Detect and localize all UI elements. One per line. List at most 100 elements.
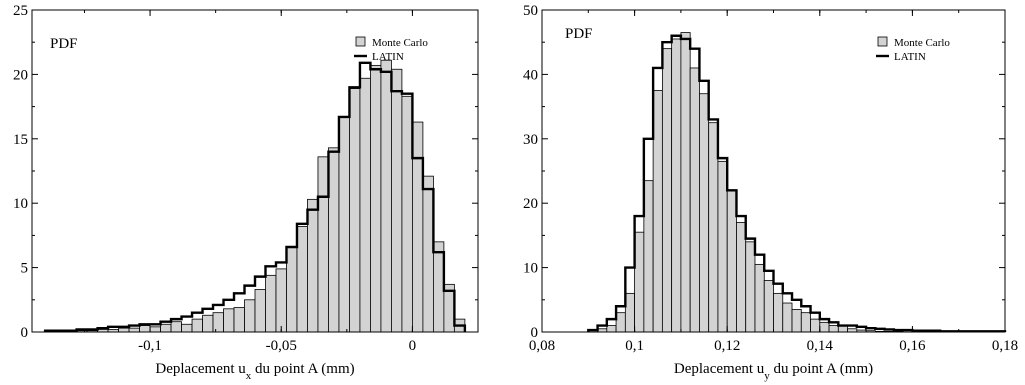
histogram-bar xyxy=(810,318,821,333)
histogram-bar xyxy=(643,180,654,333)
y-tick-label: 0 xyxy=(21,325,29,341)
x-tick-label: 0,12 xyxy=(714,338,740,354)
histogram-bar xyxy=(422,175,434,333)
x-tick-label: 0 xyxy=(409,338,417,354)
histogram-bar xyxy=(828,325,839,333)
histogram-bar xyxy=(624,292,636,333)
histogram-bar xyxy=(328,147,340,333)
histogram-bar xyxy=(307,198,319,333)
latin-step-line xyxy=(587,34,1007,333)
y-tick-label: 15 xyxy=(13,132,28,148)
histogram-bar xyxy=(391,68,403,333)
x-tick-label: -0,1 xyxy=(138,338,162,354)
legend-label-latin: LATIN xyxy=(894,51,926,63)
histogram-bar xyxy=(754,263,765,333)
histogram-bar xyxy=(736,222,747,333)
y-tick-label: 0 xyxy=(531,325,539,341)
legend-swatch-monte-carlo xyxy=(355,36,366,47)
pdf-annotation: PDF xyxy=(50,36,78,52)
histogram-bar xyxy=(233,307,245,333)
histogram-bar xyxy=(265,274,277,333)
x-axis-label-rest: du point A (mm) xyxy=(251,361,354,377)
y-tick-label: 25 xyxy=(13,3,28,19)
histogram-bar xyxy=(286,246,298,333)
histogram-bar xyxy=(349,88,361,333)
legend: Monte Carlo LATIN xyxy=(354,36,428,63)
histogram-bar xyxy=(139,325,151,333)
monte-carlo-bars xyxy=(587,32,904,333)
latin-step-line xyxy=(43,61,467,332)
histogram-bar xyxy=(745,241,756,333)
legend-label-monte-carlo: Monte Carlo xyxy=(372,37,428,49)
histogram-bar xyxy=(634,231,645,333)
histogram-bar xyxy=(202,314,214,333)
legend-label-monte-carlo: Monte Carlo xyxy=(894,37,950,49)
x-axis-label: Deplacement uy du point A (mm) xyxy=(674,361,873,382)
y-tick-label: 20 xyxy=(13,67,28,83)
panel-displacement-x: 0 5 10 15 20 25 -0,1 -0,05 0 Deplacement ux du po… xyxy=(13,3,479,382)
histogram-bar xyxy=(689,67,700,333)
histogram-bar xyxy=(317,156,329,333)
histogram-bar xyxy=(671,38,682,333)
histogram-bar xyxy=(401,95,413,333)
histogram-bar xyxy=(763,280,774,333)
y-tick-label: 20 xyxy=(523,196,538,212)
histogram-bar xyxy=(819,321,830,333)
x-axis-label-main: Deplacement u xyxy=(155,361,246,377)
histogram-bar xyxy=(615,312,626,333)
x-axis-label-subscript: x xyxy=(246,370,252,382)
histogram-bar xyxy=(717,160,728,333)
y-tick-label: 10 xyxy=(13,196,28,212)
histogram-bar xyxy=(773,292,784,333)
histogram-bar xyxy=(661,48,673,333)
y-tick-label: 10 xyxy=(523,261,538,277)
monte-carlo-bars xyxy=(44,59,466,333)
legend-label-latin: LATIN xyxy=(372,51,404,63)
histogram-bar xyxy=(726,189,737,333)
x-axis-label-main: Deplacement u xyxy=(674,361,765,377)
histogram-bar xyxy=(800,312,811,333)
histogram-bar xyxy=(380,59,392,333)
histogram-bar xyxy=(338,116,350,333)
x-tick-label: 0,08 xyxy=(529,338,555,354)
x-axis-label-subscript: y xyxy=(764,370,770,382)
histogram-bar xyxy=(652,90,663,333)
histogram-bar xyxy=(791,309,802,333)
legend: Monte Carlo LATIN xyxy=(876,36,950,63)
legend-swatch-monte-carlo xyxy=(877,36,888,47)
histogram-bar xyxy=(149,326,161,333)
histogram-bar xyxy=(128,327,140,333)
y-tick-label: 50 xyxy=(523,3,538,19)
histogram-bar xyxy=(782,302,793,333)
histogram-bar xyxy=(606,325,617,333)
histogram-bar xyxy=(699,93,710,333)
x-tick-label: 0,14 xyxy=(807,338,834,354)
x-tick-label: -0,05 xyxy=(266,338,297,354)
x-axis-label: Deplacement ux du point A (mm) xyxy=(155,361,354,382)
histogram-bar xyxy=(412,121,424,333)
histogram-bar xyxy=(118,327,130,333)
x-axis-label-rest: du point A (mm) xyxy=(770,361,873,377)
histogram-bar xyxy=(254,289,266,333)
histogram-bar xyxy=(432,241,445,333)
histogram-bar xyxy=(244,299,256,333)
x-tick-label: 0,16 xyxy=(899,338,926,354)
y-tick-label: 30 xyxy=(523,132,538,148)
x-tick-label: 0,1 xyxy=(625,338,644,354)
histogram-bar xyxy=(708,122,719,333)
histogram-bar xyxy=(296,225,308,333)
panel-displacement-y: 0 10 20 30 40 50 0,08 0,1 0,12 0,14 0,16 0,18 Deplac… xyxy=(523,3,1018,382)
y-tick-label: 5 xyxy=(21,261,29,277)
histogram-bar xyxy=(223,308,235,333)
histogram-bar xyxy=(191,318,203,333)
histogram-bar xyxy=(275,268,287,333)
histogram-bar xyxy=(359,77,371,333)
histogram-bar xyxy=(170,321,182,333)
histogram-bar xyxy=(160,323,172,333)
histogram-bar xyxy=(680,32,691,333)
histogram-bar xyxy=(181,323,193,333)
histogram-bar xyxy=(212,312,224,333)
x-tick-label: 0,18 xyxy=(992,338,1018,354)
y-tick-label: 40 xyxy=(523,67,538,83)
